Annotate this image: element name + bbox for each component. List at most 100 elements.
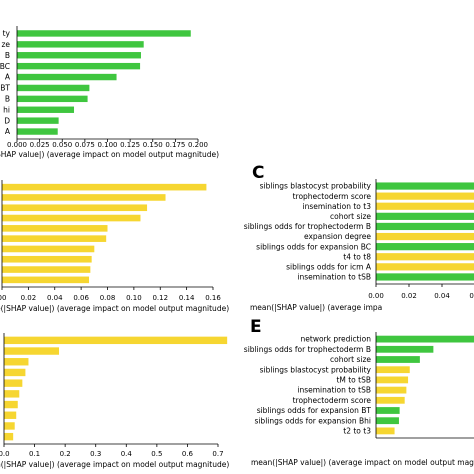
bar — [376, 202, 474, 210]
x-tick-label: 0.04 — [434, 292, 450, 300]
x-tick-label: 0.025 — [30, 141, 50, 149]
category-label: tM to tSB — [336, 376, 371, 385]
x-tick-label: 0.200 — [188, 141, 208, 149]
x-axis-label: mean(|SHAP value|) (average impact on mo… — [251, 458, 474, 467]
bar — [4, 347, 60, 355]
bar — [376, 263, 474, 271]
x-tick-label: 0.100 — [97, 141, 117, 149]
category-label: trophectoderm score — [293, 192, 372, 201]
middle-left-chart: 00 0.02 0.04 0.06 0.08 0.10 0.12 0.14 0.16 e(|SHA… — [0, 180, 229, 313]
bar — [2, 235, 107, 242]
category-label: cohort size — [330, 355, 371, 364]
category-label: ty — [3, 29, 11, 38]
x-tick-label: 0.6 — [182, 450, 194, 458]
category-label: cohort size — [330, 212, 371, 221]
bar — [376, 243, 474, 251]
bar — [17, 73, 117, 81]
bar — [376, 407, 400, 414]
bar — [2, 255, 92, 263]
x-tick-label: 0.2 — [60, 450, 71, 458]
x-tick-label: 0.02 — [401, 292, 417, 300]
bar — [2, 266, 91, 273]
bar — [376, 212, 474, 220]
bar — [2, 194, 166, 201]
bar — [17, 95, 88, 103]
x-tick-label: 0.14 — [179, 294, 195, 302]
bar — [376, 232, 474, 241]
bar — [4, 358, 29, 366]
bar — [376, 182, 474, 190]
category-label: insemination to tSB — [297, 273, 371, 282]
bar — [4, 422, 15, 430]
category-label: siblings blastocyst probability — [260, 365, 372, 374]
x-tick-label: 0.175 — [165, 141, 185, 149]
x-axis-label: e(|SHAP value|) (average impact on model… — [0, 304, 229, 313]
bar — [376, 345, 434, 353]
bar — [17, 128, 58, 135]
bar — [4, 336, 228, 345]
x-axis-label: n(|SHAP value|) (average impact on model… — [0, 460, 229, 469]
panel-c-label: C — [252, 163, 264, 183]
bar — [17, 62, 141, 70]
bar — [4, 411, 17, 419]
x-tick-label: 0.5 — [151, 450, 162, 458]
bar — [2, 204, 148, 212]
bar — [17, 117, 59, 124]
bar — [376, 253, 474, 261]
category-label: BC — [0, 62, 10, 71]
x-axis-label: mean(|SHAP value|) (average impa — [250, 303, 382, 312]
x-tick-label: 0.4 — [121, 450, 133, 458]
x-tick-label: 0.10 — [126, 294, 142, 302]
bar — [17, 41, 144, 48]
x-tick-label: 0.7 — [212, 450, 223, 458]
category-label: D — [4, 116, 10, 125]
x-tick-label: 0.0 — [0, 450, 10, 458]
category-label: B — [5, 51, 10, 60]
x-tick-label: 0.3 — [90, 450, 101, 458]
bar — [2, 225, 108, 232]
category-label: siblings odds for icm A — [286, 262, 372, 271]
bar — [376, 335, 474, 343]
bar — [2, 245, 95, 253]
category-label: siblings blastocyst probability — [260, 182, 372, 191]
x-tick-label: 0.125 — [120, 141, 140, 149]
bar — [376, 427, 395, 435]
x-tick-label: 0.06 — [73, 294, 89, 302]
bar — [376, 222, 474, 231]
x-tick-label: 0.050 — [52, 141, 72, 149]
category-label: A — [5, 127, 11, 136]
category-label: BT — [0, 84, 10, 93]
category-label: B — [5, 94, 10, 103]
category-label: expansion degree — [304, 232, 371, 241]
category-label: hi — [3, 105, 10, 114]
x-tick-label: 0.16 — [205, 294, 221, 302]
bar — [17, 52, 141, 59]
x-axis-label: SHAP value|) (average impact on model ou… — [0, 150, 219, 159]
bar — [17, 30, 191, 37]
bar — [4, 390, 20, 398]
category-label: siblings odds for trophectoderm B — [244, 222, 371, 231]
bar — [17, 84, 90, 92]
bar — [376, 417, 399, 425]
category-label: siblings odds for expansion BC — [256, 242, 371, 251]
category-label: network prediction — [301, 335, 372, 344]
panel-c-chart: siblings blastocyst probabilitytrophecto… — [244, 179, 474, 312]
bar — [376, 396, 405, 404]
category-label: trophectoderm score — [293, 396, 372, 405]
category-label: t4 to t8 — [343, 252, 371, 261]
x-tick-label: 0.02 — [21, 294, 37, 302]
bar — [376, 273, 474, 281]
bar — [4, 400, 18, 409]
category-label: t2 to t3 — [343, 427, 371, 436]
bar — [17, 106, 75, 113]
x-tick-label: 0.150 — [143, 141, 163, 149]
x-tick-label: 0.12 — [152, 294, 168, 302]
x-tick-label: 0.00 — [368, 292, 384, 300]
bar — [376, 192, 474, 200]
bottom-left-chart: 0.0 0.1 0.2 0.3 0.4 0.5 0.6 0.7 n(|SHAP value|) … — [0, 333, 229, 469]
category-label: A — [5, 73, 11, 82]
bar — [376, 386, 407, 394]
x-tick-label: 0.000 — [7, 141, 27, 149]
